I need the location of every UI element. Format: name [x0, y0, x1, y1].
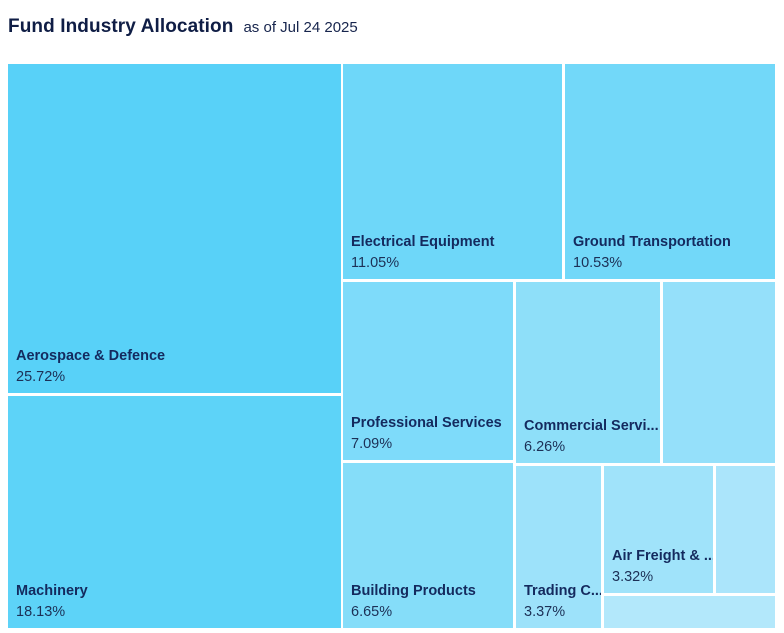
treemap-tile-unlabeled-3[interactable] [604, 596, 775, 628]
tile-industry-name: Machinery [16, 582, 88, 599]
tile-label: Machinery 18.13% [8, 581, 96, 628]
treemap-tile-professional-services[interactable]: Professional Services 7.09% [343, 282, 513, 460]
treemap-tile-building-products[interactable]: Building Products 6.65% [343, 463, 513, 628]
tile-industry-name: Commercial Servi... [524, 417, 659, 434]
tile-percent-value: 25.72% [16, 368, 66, 385]
tile-percent-value: 7.09% [351, 435, 393, 452]
as-of-date: as of Jul 24 2025 [243, 19, 358, 36]
tile-percent-value: 18.13% [16, 603, 66, 620]
tile-industry-name: Ground Transportation [573, 233, 731, 250]
treemap-tile-machinery[interactable]: Machinery 18.13% [8, 396, 341, 628]
tile-percent-value: 3.32% [612, 568, 654, 585]
tile-label: Ground Transportation 10.53% [565, 232, 739, 279]
chart-header: Fund Industry Allocation as of Jul 24 20… [8, 16, 358, 38]
tile-percent-value: 3.37% [524, 603, 566, 620]
tile-label: Commercial Servi... 6.26% [516, 416, 660, 463]
tile-percent-value: 6.65% [351, 603, 393, 620]
tile-industry-name: Trading C... [524, 582, 601, 599]
treemap-tile-ground-transportation[interactable]: Ground Transportation 10.53% [565, 64, 775, 279]
tile-percent-value: 11.05% [351, 254, 400, 271]
treemap-tile-unlabeled-1[interactable] [663, 282, 775, 463]
tile-label: Professional Services 7.09% [343, 413, 510, 460]
tile-label: Air Freight & ... 3.32% [604, 546, 713, 593]
tile-percent-value: 6.26% [524, 438, 566, 455]
treemap-tile-trading-companies[interactable]: Trading C... 3.37% [516, 466, 601, 628]
treemap-tile-electrical-equipment[interactable]: Electrical Equipment 11.05% [343, 64, 562, 279]
tile-label: Electrical Equipment 11.05% [343, 232, 502, 279]
tile-industry-name: Electrical Equipment [351, 233, 495, 250]
treemap-tile-aerospace-defence[interactable]: Aerospace & Defence 25.72% [8, 64, 341, 393]
treemap-chart: Aerospace & Defence 25.72% Machinery 18.13%… [8, 64, 775, 628]
tile-label: Building Products 6.65% [343, 581, 484, 628]
tile-industry-name: Professional Services [351, 414, 502, 431]
treemap-tile-unlabeled-2[interactable] [716, 466, 775, 593]
tile-label: Trading C... 3.37% [516, 581, 601, 628]
tile-percent-value: 10.53% [573, 254, 623, 271]
tile-industry-name: Building Products [351, 582, 476, 599]
treemap-tile-air-freight[interactable]: Air Freight & ... 3.32% [604, 466, 713, 593]
page-title: Fund Industry Allocation [8, 16, 234, 37]
tile-industry-name: Air Freight & ... [612, 547, 713, 564]
tile-label: Aerospace & Defence 25.72% [8, 346, 173, 393]
tile-industry-name: Aerospace & Defence [16, 347, 166, 364]
treemap-tile-commercial-services[interactable]: Commercial Servi... 6.26% [516, 282, 660, 463]
